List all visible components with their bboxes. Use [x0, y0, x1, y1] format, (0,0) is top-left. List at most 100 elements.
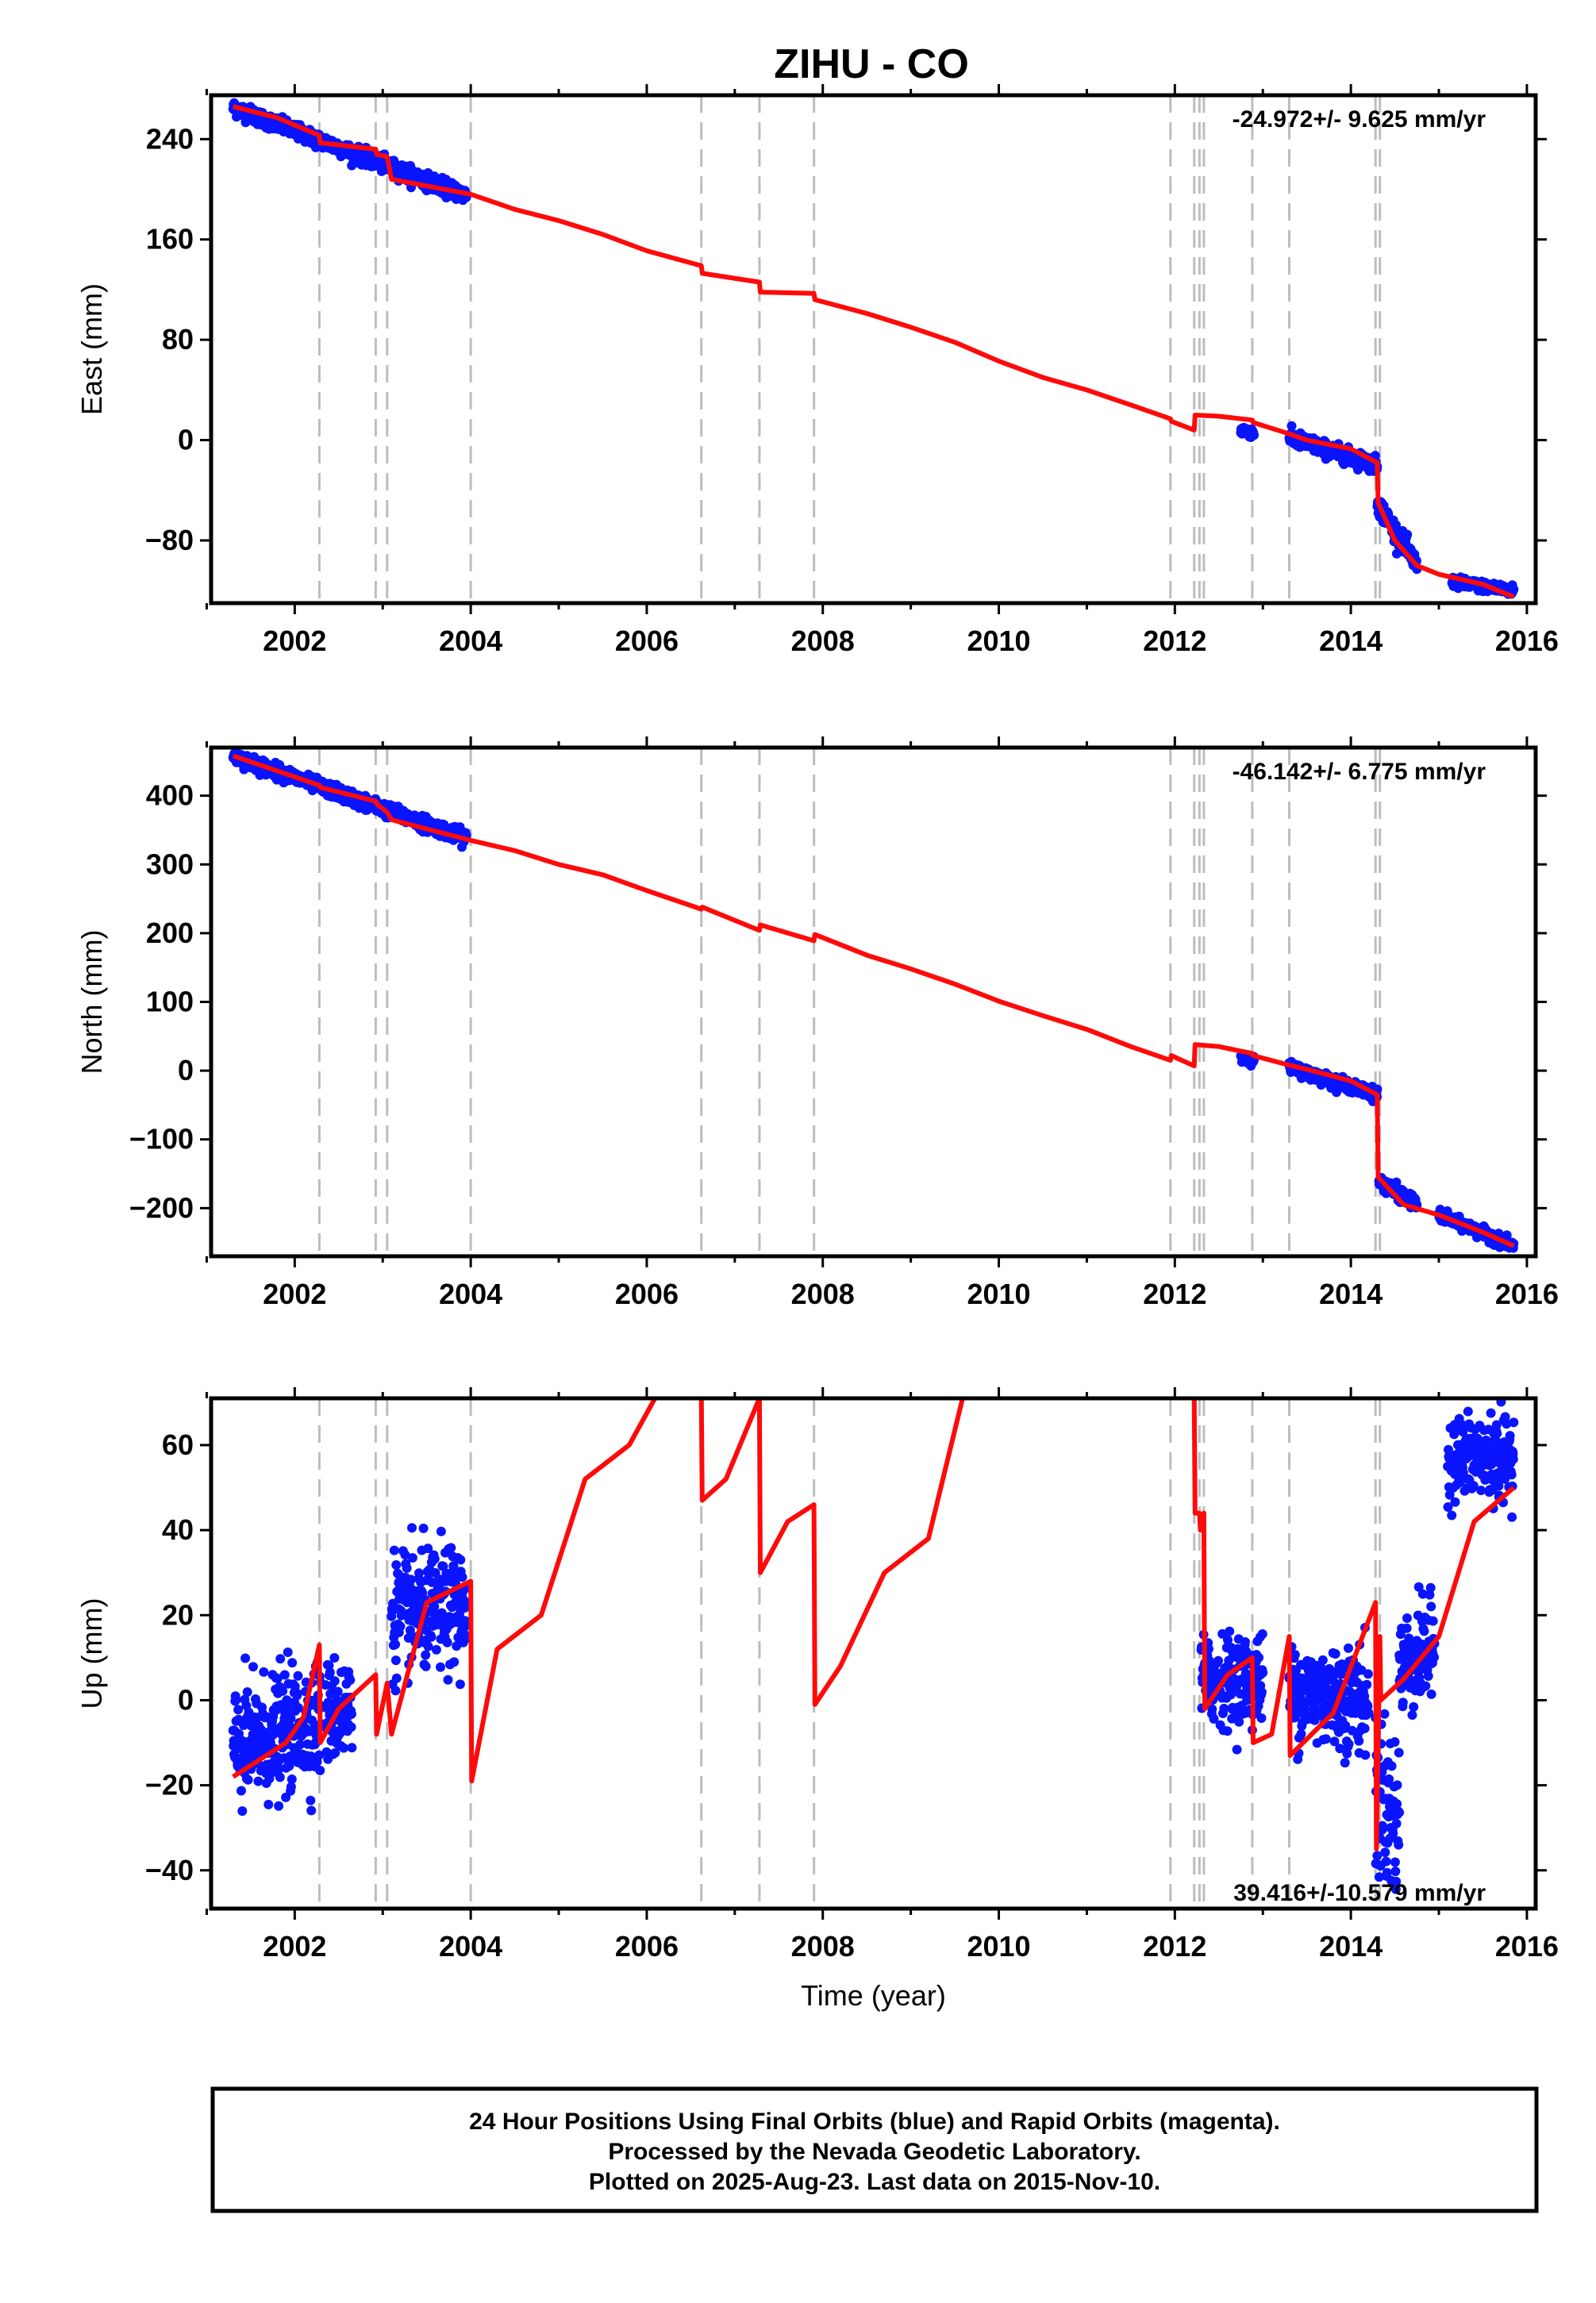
chart-title: ZIHU - CO — [774, 41, 969, 87]
x-axis-title: Time (year) — [801, 1979, 946, 2012]
data-point — [1381, 1856, 1391, 1867]
data-point — [1425, 1582, 1436, 1593]
data-point — [329, 1676, 340, 1686]
x-tick-label: 2008 — [791, 625, 855, 657]
footer-frame — [210, 2086, 1539, 2213]
data-point — [1413, 1582, 1424, 1592]
data-point — [295, 1740, 306, 1750]
plot-area — [228, 1398, 1519, 1894]
data-point — [402, 1563, 412, 1573]
data-point — [1209, 1714, 1219, 1724]
data-point — [306, 1795, 316, 1805]
plot-frame — [209, 1396, 1538, 1911]
data-point — [423, 1641, 433, 1651]
data-point — [418, 1523, 429, 1533]
data-point — [1222, 1726, 1233, 1736]
data-point — [292, 1690, 302, 1701]
data-point — [1416, 1639, 1426, 1649]
data-point — [1392, 1780, 1402, 1790]
data-point — [448, 1563, 459, 1572]
data-point — [259, 1667, 269, 1677]
data-point — [1492, 1428, 1502, 1439]
data-point — [339, 1743, 349, 1753]
data-point — [1207, 1704, 1217, 1714]
data-point — [1425, 1590, 1435, 1600]
data-point — [346, 1722, 356, 1732]
plot-frame — [209, 93, 1538, 606]
data-point — [1463, 1406, 1473, 1417]
data-point — [237, 1806, 248, 1817]
data-point — [436, 1526, 446, 1536]
x-tick-label: 2014 — [1319, 1930, 1383, 1963]
x-tick-label: 2014 — [1319, 1278, 1383, 1310]
y-tick-label: −100 — [129, 1123, 194, 1155]
y-tick-label: 100 — [146, 986, 194, 1018]
x-tick-label: 2016 — [1495, 1930, 1559, 1963]
x-tick-label: 2006 — [615, 1278, 679, 1310]
data-point — [1443, 1502, 1453, 1512]
y-tick-label: −80 — [145, 524, 194, 556]
x-tick-label: 2004 — [439, 1930, 502, 1963]
data-point — [275, 1654, 286, 1664]
x-tick-label: 2016 — [1495, 625, 1559, 657]
data-point — [1344, 1643, 1353, 1653]
data-point — [1354, 1736, 1364, 1746]
data-point — [1476, 1486, 1486, 1495]
data-point — [242, 1687, 252, 1697]
model-line — [232, 753, 1515, 1248]
data-point — [405, 1625, 415, 1636]
data-point — [446, 1543, 456, 1553]
data-point — [1391, 1818, 1402, 1828]
data-point — [1426, 1601, 1436, 1612]
x-tick-label: 2008 — [791, 1930, 855, 1963]
data-point — [1296, 1729, 1306, 1739]
data-point — [1359, 1724, 1370, 1733]
data-point — [390, 1686, 401, 1696]
data-point — [275, 1772, 285, 1782]
data-point — [248, 1662, 258, 1672]
data-point — [1386, 1761, 1397, 1771]
data-point — [1240, 1637, 1250, 1647]
y-tick-label: −20 — [145, 1769, 194, 1801]
footer-line-3: Plotted on 2025-Aug-23. Last data on 201… — [589, 2169, 1160, 2195]
data-point — [1342, 1748, 1352, 1759]
x-tick-label: 2012 — [1143, 1278, 1206, 1310]
y-tick-label: 0 — [178, 1683, 194, 1716]
data-point — [429, 1601, 440, 1612]
x-tick-label: 2010 — [967, 625, 1030, 657]
up-panel: 2002 2004 2006 2008 2010 2012 2014 2016 −40 −20 0 2… — [75, 1387, 1559, 2012]
data-point — [421, 1661, 431, 1671]
data-point — [1496, 1398, 1506, 1407]
y-tick-label: 80 — [162, 323, 194, 356]
data-point — [1390, 1884, 1401, 1894]
x-tick-label: 2002 — [263, 1930, 326, 1963]
data-point — [330, 1747, 340, 1758]
data-point — [240, 1653, 251, 1663]
data-point — [347, 1743, 357, 1753]
y-tick-label: 400 — [146, 779, 194, 812]
data-point — [283, 1647, 293, 1657]
data-point — [1507, 1512, 1517, 1522]
y-axis-title: East (mm) — [75, 283, 108, 415]
data-point — [456, 1555, 466, 1565]
data-point — [1362, 1679, 1372, 1690]
data-point — [423, 1544, 433, 1554]
data-point — [1508, 1454, 1518, 1464]
data-point — [407, 1523, 417, 1533]
data-point — [263, 1799, 274, 1809]
data-point — [461, 1621, 471, 1631]
y-tick-label: −200 — [129, 1191, 194, 1224]
data-point — [1506, 1470, 1517, 1480]
y-tick-label: 0 — [178, 424, 194, 456]
data-point — [1444, 1490, 1455, 1500]
footer-box: 24 Hour Positions Using Final Orbits (bl… — [210, 2086, 1539, 2213]
data-point — [293, 1703, 303, 1713]
data-point — [1335, 1744, 1345, 1754]
data-point — [427, 1577, 437, 1587]
data-point — [460, 1634, 471, 1644]
data-point — [1234, 1717, 1244, 1727]
data-point — [1329, 1736, 1340, 1747]
data-point — [1486, 1459, 1497, 1470]
data-point — [1390, 1857, 1400, 1867]
